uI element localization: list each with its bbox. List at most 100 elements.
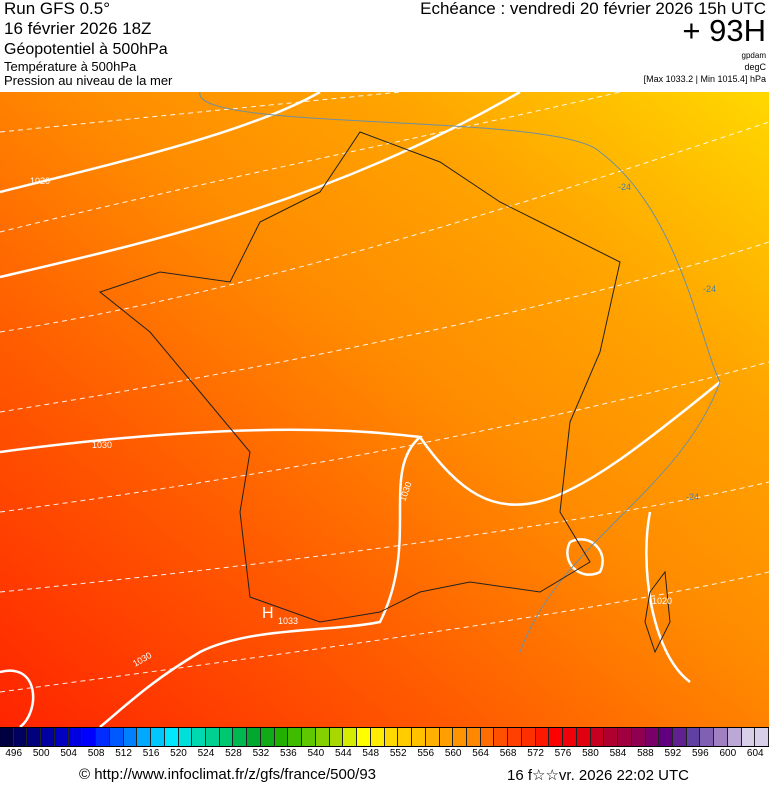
colorbar-swatch [425,728,440,746]
colorbar-swatch [645,728,660,746]
lead-time: + 93H [682,13,766,48]
colorbar-swatch [329,728,344,746]
france-outline [98,131,671,654]
map-title: Géopotentiel à 500hPa [4,41,168,58]
colorbar [0,727,769,747]
colorbar-tick-label: 548 [362,748,380,759]
colorbar-swatch [439,728,454,746]
colorbar-swatch [576,728,591,746]
colorbar-swatch [631,728,646,746]
colorbar-tick-label: 500 [32,748,50,759]
colorbar-swatch [41,728,55,746]
colorbar-tick-label: 528 [225,748,242,759]
colorbar-swatch [219,728,234,746]
colorbar-tick-label: 540 [307,748,325,759]
colorbar-swatch [357,728,371,746]
colorbar-tick-label: 600 [719,748,737,759]
colorbar-swatch [384,728,399,746]
colorbar-tick-label: 584 [609,748,627,759]
colorbar-tick-label: 512 [115,748,132,759]
colorbar-tick-label: 556 [417,748,435,759]
isotherm-label: -24 [703,284,716,294]
colorbar-swatch [618,728,632,746]
colorbar-swatch [563,728,577,746]
colorbar-swatch [0,728,14,746]
colorbar-swatch [54,728,69,746]
colorbar-tick-label: 560 [444,748,462,759]
geopotential-contours [0,92,769,693]
colorbar-swatch [274,728,289,746]
isobar-label: 1020 [30,176,50,186]
colorbar-tick-label: 504 [60,748,77,759]
colorbar-swatch [123,728,138,746]
colorbar-swatch [714,728,728,746]
colorbar-tick-label: 592 [664,748,682,759]
colorbar-swatch [549,728,564,746]
colorbar-swatch [370,728,385,746]
colorbar-tick-label: 596 [691,748,709,759]
colorbar-tick-label: 564 [472,748,489,759]
colorbar-swatch [233,728,248,746]
colorbar-swatch [13,728,28,746]
colorbar-swatch [96,728,110,746]
colorbar-tick-label: 524 [197,748,215,759]
colorbar-swatch [521,728,536,746]
colorbar-swatch [164,728,179,746]
run-date: 16 février 2026 18Z [4,19,152,38]
isobar-label: 1030 [92,440,112,450]
colorbar-swatch [508,728,522,746]
colorbar-tick-label: 544 [334,748,352,759]
colorbar-tick-label: 496 [5,748,23,759]
colorbar-swatch [453,728,467,746]
temperature-field [0,92,769,727]
colorbar-tick-label: 532 [252,748,270,759]
colorbar-swatch [343,728,358,746]
generated-time: 16 f☆☆vr. 2026 22:02 UTC [507,767,689,784]
colorbar-swatch [590,728,605,746]
colorbar-swatch [68,728,83,746]
colorbar-swatch [755,728,769,746]
colorbar-swatch [151,728,165,746]
colorbar-swatch [27,728,42,746]
colorbar-swatch [247,728,261,746]
colorbar-tick-label: 536 [280,748,297,759]
high-pressure-value: 1033 [278,616,298,626]
isobars [0,92,721,727]
colorbar-swatch [672,728,687,746]
colorbar-swatch [604,728,619,746]
colorbar-tick-label: 520 [170,748,187,759]
source-url: © http://www.infoclimat.fr/z/gfs/france/… [79,766,377,783]
colorbar-tick-label: 508 [87,748,105,759]
colorbar-swatch [494,728,509,746]
weather-map: 1020 1030 1030 1030 1020 1033 H -24 -24 … [0,92,769,727]
temperature-isotherm [199,92,721,653]
colorbar-tick-label: 572 [527,748,544,759]
colorbar-swatch [659,728,673,746]
colorbar-swatch [192,728,207,746]
colorbar-swatch [302,728,316,746]
colorbar-swatch [137,728,152,746]
isobar-label: 1020 [652,596,672,606]
colorbar-swatch [466,728,481,746]
colorbar-tick-label: 604 [746,748,764,759]
colorbar-swatch [288,728,303,746]
colorbar-swatch [260,728,275,746]
colorbar-tick-label: 576 [554,748,572,759]
colorbar-tick-label: 516 [142,748,160,759]
echeance: Echéance : vendredi 20 février 2026 15h … [420,0,766,18]
colorbar-swatch [82,728,97,746]
unit-gpdam: gpdam [741,51,766,60]
subtitle-temperature: Température à 500hPa [4,59,137,74]
colorbar-swatch [206,728,220,746]
colorbar-labels: 496 500 504 508 512 516 520 524 528 532 536 540 544 5… [0,748,769,762]
colorbar-swatch [535,728,550,746]
colorbar-swatch [178,728,193,746]
unit-degc: degC [744,62,766,72]
pressure-range: [Max 1033.2 | Min 1015.4] hPa [643,74,766,84]
isotherm-label: -24 [686,492,699,502]
colorbar-swatch [686,728,701,746]
colorbar-tick-label: 580 [582,748,599,759]
colorbar-swatch [315,728,330,746]
colorbar-swatch [412,728,426,746]
colorbar-tick-label: 568 [499,748,517,759]
